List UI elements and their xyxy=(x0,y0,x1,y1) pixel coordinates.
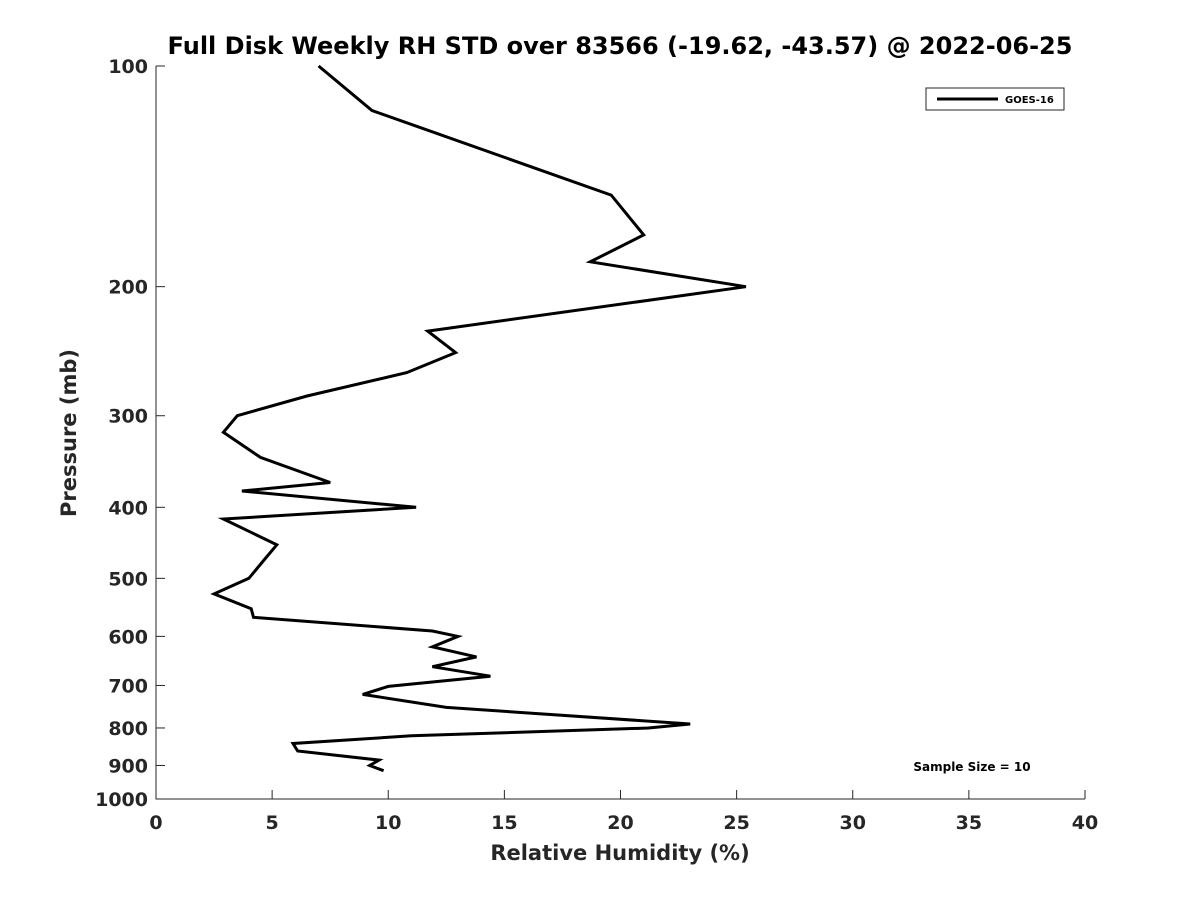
series-group xyxy=(210,64,747,773)
y-tick-label: 500 xyxy=(108,568,148,590)
x-tick-labels: 0 5 10 15 20 25 30 35 40 xyxy=(149,812,1098,834)
x-tick-label: 0 xyxy=(149,812,162,834)
y-tick-label: 900 xyxy=(108,755,148,777)
y-tick-label: 400 xyxy=(108,497,148,519)
plot-area: 0 5 10 15 20 25 30 35 40 100 200 300 400 500 600 700 80… xyxy=(95,56,1098,834)
y-tick-label: 700 xyxy=(108,675,148,697)
y-axis-label: Pressure (mb) xyxy=(57,349,81,517)
x-tick-label: 10 xyxy=(375,812,401,834)
y-tick-label: 100 xyxy=(108,56,148,78)
sample-size-annotation: Sample Size = 10 xyxy=(913,760,1030,774)
tick-marks xyxy=(155,65,1086,800)
y-tick-label: 200 xyxy=(108,277,148,299)
x-axis-label: Relative Humidity (%) xyxy=(490,841,749,865)
chart-title: Full Disk Weekly RH STD over 83566 (-19.… xyxy=(168,32,1073,60)
y-tick-label: 300 xyxy=(108,406,148,428)
y-tick-label: 600 xyxy=(108,626,148,648)
x-tick-label: 25 xyxy=(723,812,749,834)
series-line-goes-16 xyxy=(210,64,747,773)
x-tick-label: 30 xyxy=(840,812,866,834)
legend: GOES-16 xyxy=(925,87,1065,111)
x-tick-label: 5 xyxy=(266,812,279,834)
y-tick-label: 1000 xyxy=(95,789,148,811)
x-tick-label: 20 xyxy=(607,812,633,834)
x-tick-label: 15 xyxy=(491,812,517,834)
y-tick-labels: 100 200 300 400 500 600 700 800 900 1000 xyxy=(95,56,148,811)
x-tick-label: 40 xyxy=(1072,812,1098,834)
legend-label-goes-16: GOES-16 xyxy=(1005,95,1054,106)
x-tick-label: 35 xyxy=(956,812,982,834)
y-tick-label: 800 xyxy=(108,718,148,740)
